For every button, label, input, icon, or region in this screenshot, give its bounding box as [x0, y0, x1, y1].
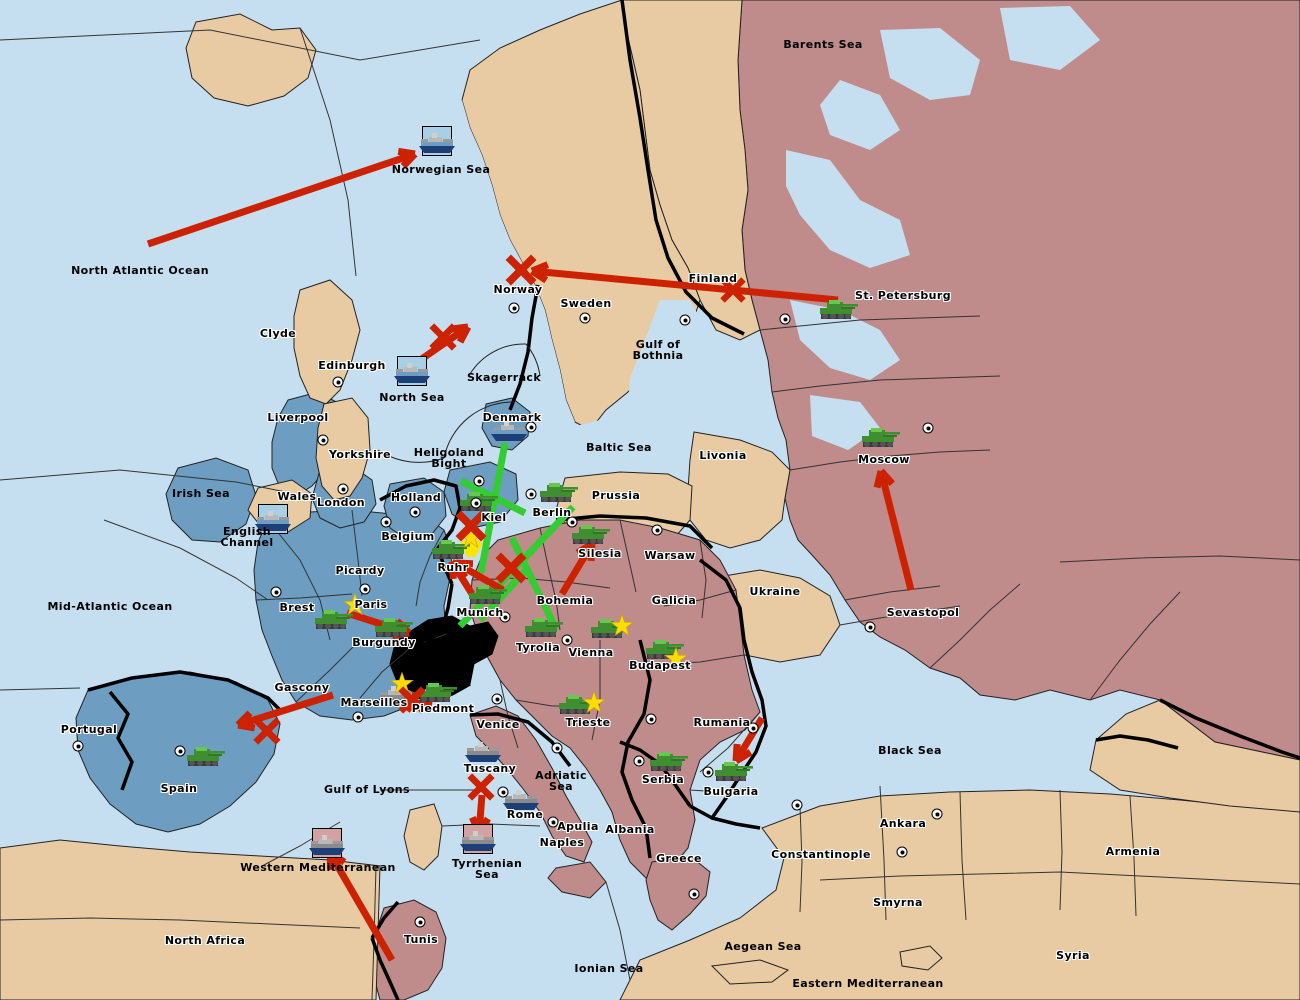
supply-centre-icon	[525, 421, 537, 433]
supply-centre-icon	[747, 722, 759, 734]
supply-centre-icon	[702, 766, 714, 778]
supply-centre-icon	[352, 711, 364, 723]
supply-centre-icon	[779, 313, 791, 325]
supply-centre-icon	[931, 808, 943, 820]
supply-centre-icon	[174, 745, 186, 757]
supply-centre-icon	[473, 475, 485, 487]
supply-centre-icon	[359, 583, 371, 595]
dislodged-unit-box	[312, 828, 342, 858]
supply-centre-icon	[499, 611, 511, 623]
dislodged-unit-box	[422, 126, 452, 156]
supply-centre-icon	[72, 740, 84, 752]
supply-centre-icon	[525, 488, 537, 500]
supply-centre-icon	[633, 755, 645, 767]
supply-centre-icon	[688, 888, 700, 900]
dislodged-unit-box	[397, 356, 427, 386]
supply-centre-icon	[409, 506, 421, 518]
dislodged-unit-box	[258, 504, 288, 534]
supply-centre-icon	[651, 524, 663, 536]
supply-centre-icon	[566, 516, 578, 528]
supply-centre-icon	[551, 742, 563, 754]
supply-centre-icon	[561, 634, 573, 646]
supply-centre-icon	[337, 483, 349, 495]
supply-centre-icon	[470, 497, 482, 509]
supply-centre-icon	[791, 799, 803, 811]
dislodged-unit-box	[463, 824, 493, 854]
supply-centre-icon	[317, 434, 329, 446]
supply-centre-icon	[497, 786, 509, 798]
supply-centre-icon	[332, 376, 344, 388]
supply-centre-icon	[508, 302, 520, 314]
supply-centre-icon	[270, 586, 282, 598]
supply-centre-icon	[679, 314, 691, 326]
supply-centre-icon	[414, 916, 426, 928]
supply-centre-icon	[491, 693, 503, 705]
supply-centre-icon	[380, 516, 392, 528]
supply-centre-icon	[896, 846, 908, 858]
supply-centre-icon	[922, 422, 934, 434]
supply-centre-icon	[579, 312, 591, 324]
supply-centre-icon	[547, 816, 559, 828]
supply-centre-icon	[645, 713, 657, 725]
supply-centre-icon	[864, 621, 876, 633]
